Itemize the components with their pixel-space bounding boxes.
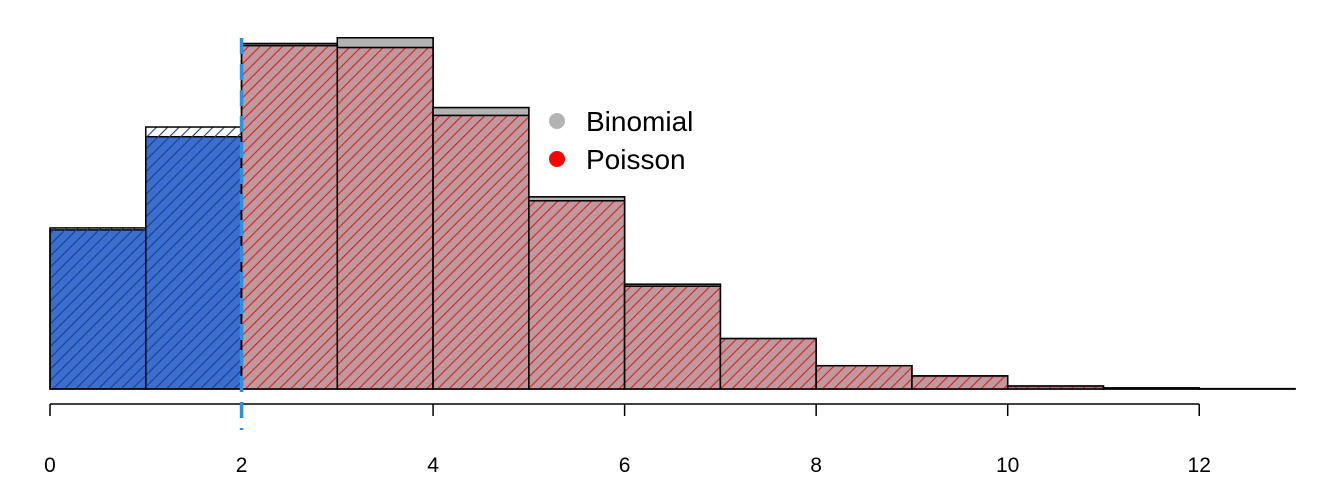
- x-tick-label-8: 8: [810, 454, 822, 477]
- bar-binomial-cap-6: [623, 283, 722, 287]
- bar-poisson-4: [432, 114, 530, 390]
- legend-label-binomial: Binomial: [586, 106, 693, 137]
- x-tick-label-4: 4: [427, 454, 439, 477]
- x-tick-label-12: 12: [1188, 454, 1211, 477]
- bars-layer: [49, 37, 1296, 390]
- x-axis: 0 2 4 6 8 10 12: [44, 403, 1211, 477]
- bar-poisson-9: [911, 375, 1009, 390]
- bar-poisson-0: [49, 227, 147, 390]
- bar-poisson-1: [145, 126, 243, 390]
- bar-poisson-10: [1006, 385, 1105, 390]
- legend-marker-poisson: [549, 151, 565, 167]
- bar-poisson-8: [815, 364, 913, 390]
- legend: Binomial Poisson: [549, 106, 693, 175]
- bar-poisson-3: [336, 46, 434, 390]
- bar-poisson-11: [1102, 387, 1200, 390]
- bar-binomial-cap-5: [528, 196, 626, 202]
- bar-binomial-cap-4: [432, 106, 530, 117]
- bar-poisson-2: [240, 44, 339, 390]
- bar-binomial-cap-3: [336, 37, 434, 49]
- bar-binomial-cap-2: [240, 42, 339, 47]
- legend-marker-binomial: [549, 113, 565, 129]
- bar-poisson-7: [719, 337, 817, 390]
- x-tick-label-2: 2: [236, 454, 248, 477]
- x-tick-label-0: 0: [44, 454, 56, 477]
- x-tick-label-6: 6: [619, 454, 631, 477]
- bar-poisson-6: [623, 285, 722, 390]
- legend-label-poisson: Poisson: [586, 144, 686, 175]
- bar-poisson-5: [528, 200, 626, 390]
- x-tick-label-10: 10: [996, 454, 1019, 477]
